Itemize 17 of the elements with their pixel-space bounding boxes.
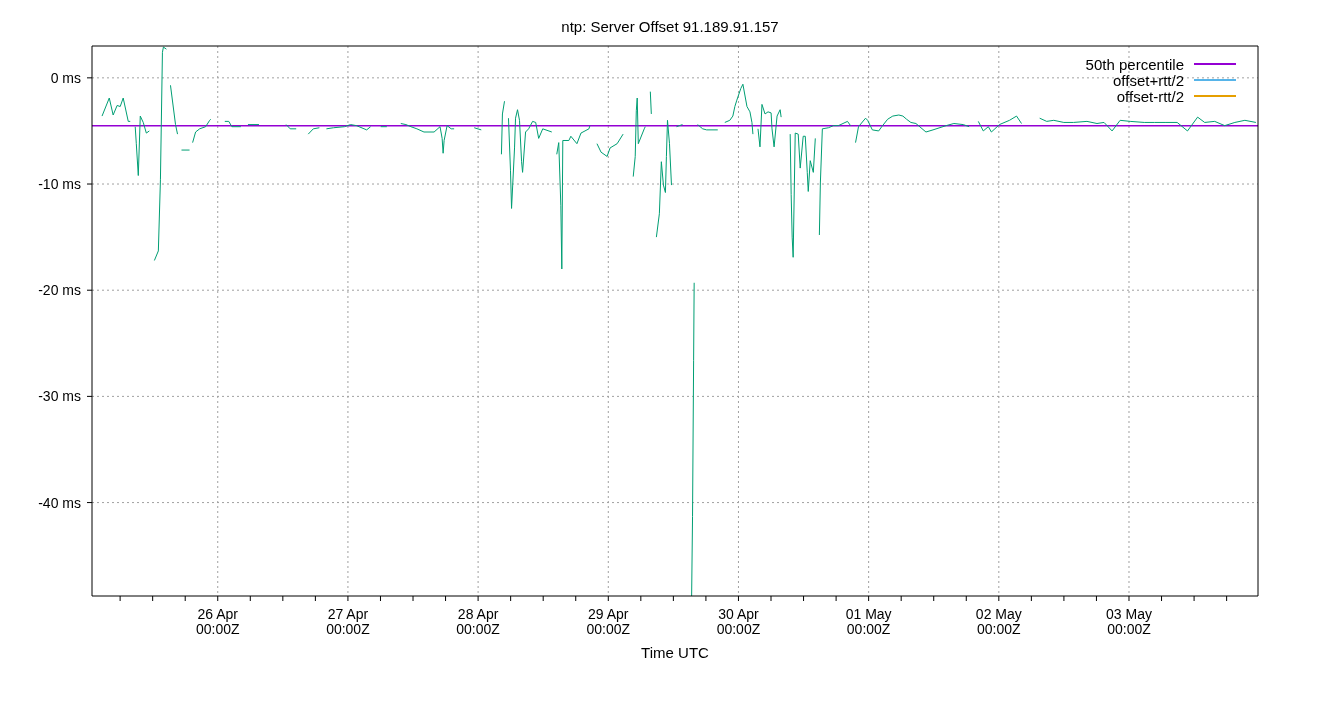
chart-title: ntp: Server Offset 91.189.91.157 (560, 18, 780, 35)
y-tick-label: -10 ms (38, 176, 81, 193)
x-tick-label: 28 Apr 00:00Z (456, 606, 501, 637)
legend-label: offset-rtt/2 (1116, 87, 1184, 105)
x-tick-label: 29 Apr 00:00Z (586, 606, 631, 637)
x-tick-label: 30 Apr 00:00Z (716, 606, 761, 637)
x-tick-label: 03 May 00:00Z (1106, 606, 1152, 637)
x-tick-label: 02 May 00:00Z (975, 606, 1022, 637)
legend-label: 50th percentile (1085, 55, 1184, 73)
x-tick-label: 01 May 00:00Z (845, 606, 892, 637)
y-tick-label: -30 ms (38, 388, 81, 405)
y-tick-label: -20 ms (38, 282, 81, 299)
x-axis-title: Time UTC (641, 644, 710, 661)
x-tick-label: 26 Apr 00:00Z (195, 606, 240, 637)
y-tick-label: -40 ms (38, 494, 81, 511)
x-tick-label: 27 Apr 00:00Z (326, 606, 371, 637)
y-tick-label: 0 ms (50, 69, 81, 86)
